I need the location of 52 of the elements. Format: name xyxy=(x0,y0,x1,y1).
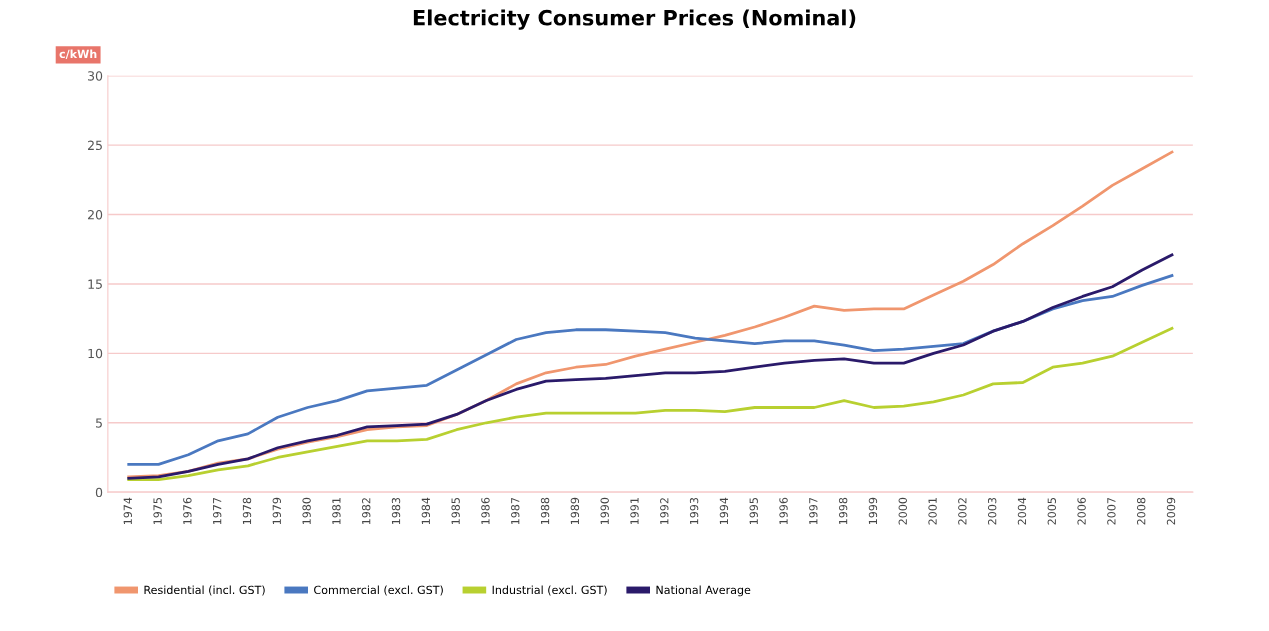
x-tick-label: 1992 xyxy=(660,498,669,525)
y-tick-label: 10 xyxy=(88,348,103,359)
y-tick-label: 15 xyxy=(88,279,102,289)
line-series xyxy=(127,274,1174,466)
y-tick-label: 20 xyxy=(88,210,103,220)
y-axis-title: c/kWh xyxy=(59,49,97,59)
x-tick-label: 1987 xyxy=(511,497,520,525)
y-tick-label: 0 xyxy=(95,487,103,498)
x-tick-label: 1983 xyxy=(391,497,401,525)
x-tick-label: 1993 xyxy=(689,497,699,525)
x-tick-label: 2007 xyxy=(1107,497,1116,525)
x-tick-label: 1986 xyxy=(481,497,490,525)
x-tick-label: 1977 xyxy=(212,497,222,525)
x-tick-label: 1980 xyxy=(302,497,311,525)
x-tick-label: 2005 xyxy=(1047,498,1056,525)
x-tick-label: 2001 xyxy=(928,498,937,525)
x-tick-label: 1975 xyxy=(153,498,162,525)
x-tick-label: 1999 xyxy=(868,497,878,525)
x-tick-label: 1991 xyxy=(630,498,639,525)
x-tick-label: 1997 xyxy=(809,497,818,525)
x-tick-label: 2000 xyxy=(898,497,907,525)
legend-label: Industrial (excl. GST) xyxy=(492,585,607,596)
x-tick-label: 1998 xyxy=(838,497,848,525)
x-tick-label: 2002 xyxy=(958,498,967,525)
x-tick-label: 1994 xyxy=(719,497,729,525)
x-tick-label: 1990 xyxy=(600,497,609,525)
y-tick-label: 30 xyxy=(88,71,103,81)
x-tick-label: 1981 xyxy=(332,498,341,525)
x-tick-label: 1988 xyxy=(540,497,550,525)
x-tick-label: 1984 xyxy=(421,497,431,525)
legend-label: Residential (incl. GST) xyxy=(144,585,265,596)
x-tick-label: 2004 xyxy=(1017,497,1027,525)
line-series xyxy=(127,326,1174,482)
x-tick-label: 1976 xyxy=(183,497,192,525)
x-tick-label: 1985 xyxy=(451,498,460,525)
x-tick-label: 2006 xyxy=(1077,497,1086,525)
x-tick-label: 1989 xyxy=(570,497,580,525)
x-tick-label: 1979 xyxy=(272,497,281,525)
x-tick-label: 1974 xyxy=(123,497,132,525)
x-tick-label: 1995 xyxy=(749,498,758,525)
line-series xyxy=(127,253,1174,480)
x-tick-label: 2008 xyxy=(1137,497,1146,525)
x-tick-label: 1982 xyxy=(362,498,371,525)
legend-label: National Average xyxy=(656,585,751,597)
x-tick-label: 1978 xyxy=(242,497,252,525)
x-tick-label: 1996 xyxy=(779,497,788,525)
y-tick-label: 5 xyxy=(96,418,102,428)
legend-label: Commercial (excl. GST) xyxy=(314,585,443,596)
y-tick-label: 25 xyxy=(88,140,102,151)
x-tick-label: 2003 xyxy=(987,497,997,525)
x-tick-label: 2009 xyxy=(1166,497,1176,525)
chart-title: Electricity Consumer Prices (Nominal) xyxy=(413,9,856,30)
